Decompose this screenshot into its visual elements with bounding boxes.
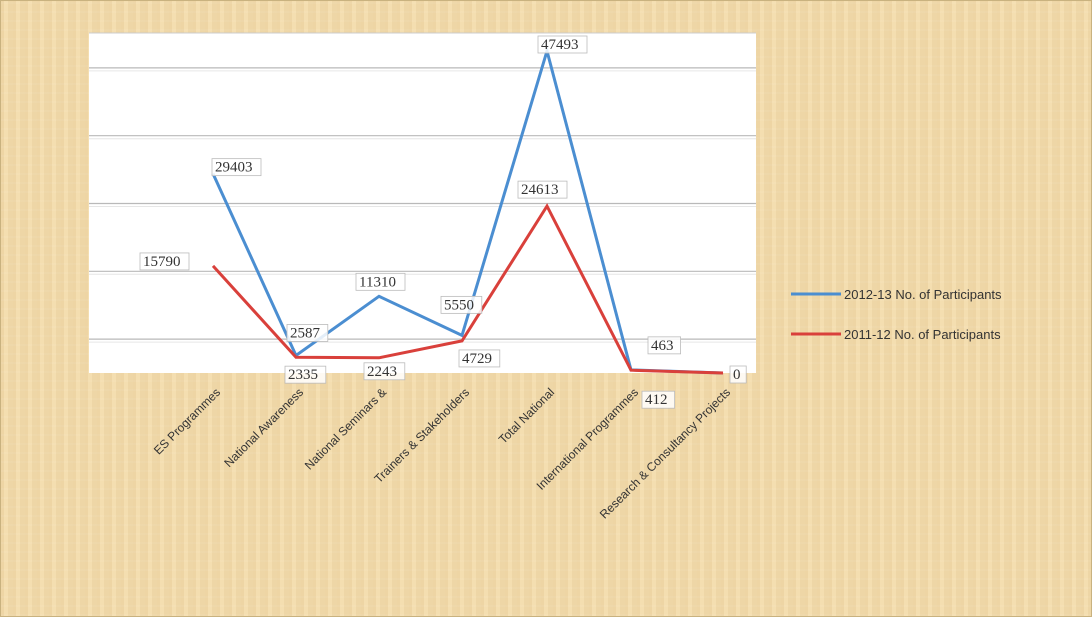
legend-label: 2011-12 No. of Participants	[844, 327, 1001, 342]
data-label-box	[355, 272, 406, 291]
data-label: 5550	[444, 297, 474, 313]
data-label-box	[537, 35, 588, 54]
data-label: 29403	[215, 160, 253, 176]
x-tick-label: National Seminars &	[302, 385, 389, 472]
data-label: 15790	[143, 254, 181, 270]
data-label: 0	[733, 367, 741, 383]
data-label-box	[139, 252, 190, 271]
data-label-box	[211, 158, 262, 177]
data-label: 2243	[367, 364, 397, 380]
data-label: 463	[651, 338, 674, 354]
data-label-box	[284, 365, 327, 384]
legend-label: 2012-13 No. of Participants	[844, 287, 1002, 302]
data-label-box	[517, 180, 568, 199]
x-tick-label: ES Programmes	[151, 385, 223, 457]
series-line-2011-12	[211, 203, 724, 375]
data-label-box	[641, 390, 675, 409]
data-label-box	[286, 324, 329, 342]
data-label: 4729	[462, 351, 492, 367]
data-label: 412	[645, 392, 668, 408]
x-tick-label: National Awareness	[221, 385, 306, 470]
data-label: 24613	[521, 182, 559, 198]
data-label: 11310	[359, 274, 396, 290]
data-label-box	[647, 336, 681, 355]
data-label: 2587	[290, 325, 321, 341]
x-tick-label: Total National	[496, 385, 557, 446]
data-label: 47493	[541, 37, 579, 53]
data-label-box	[458, 349, 501, 368]
data-label: 2335	[288, 367, 318, 383]
data-label-box	[440, 295, 483, 314]
data-label-box	[729, 365, 747, 384]
x-tick-label: Trainers & Stakeholders	[372, 385, 473, 486]
data-label-box	[363, 362, 406, 381]
